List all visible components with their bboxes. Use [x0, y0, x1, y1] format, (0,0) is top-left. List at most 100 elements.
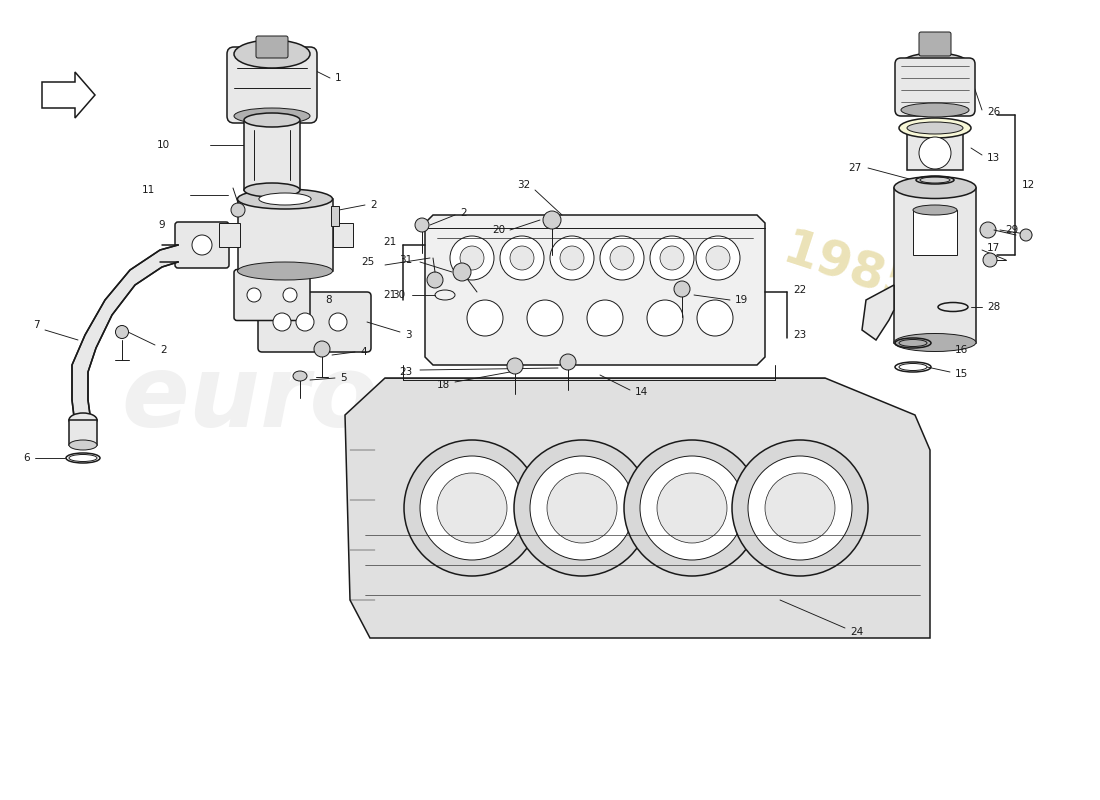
Circle shape [696, 236, 740, 280]
Ellipse shape [894, 334, 976, 351]
Circle shape [192, 235, 212, 255]
FancyBboxPatch shape [258, 292, 371, 352]
FancyBboxPatch shape [918, 32, 952, 56]
Circle shape [530, 456, 634, 560]
Text: 8: 8 [324, 295, 331, 305]
Circle shape [283, 288, 297, 302]
Polygon shape [425, 215, 764, 365]
Text: 19: 19 [735, 295, 748, 305]
Ellipse shape [234, 108, 310, 124]
Text: 13: 13 [987, 153, 1000, 163]
Circle shape [660, 246, 684, 270]
Bar [220, 223, 240, 247]
Circle shape [706, 246, 730, 270]
Circle shape [550, 236, 594, 280]
Circle shape [610, 246, 634, 270]
Text: 12: 12 [1022, 180, 1035, 190]
Circle shape [437, 473, 507, 543]
Text: 10: 10 [157, 140, 170, 150]
Ellipse shape [899, 118, 971, 138]
Bar [908, 128, 962, 170]
Ellipse shape [911, 123, 959, 133]
Circle shape [600, 236, 643, 280]
Ellipse shape [894, 177, 976, 198]
Polygon shape [862, 285, 894, 340]
Text: 28: 28 [987, 302, 1000, 312]
Circle shape [918, 137, 952, 169]
Text: 21: 21 [384, 237, 397, 247]
Text: 27: 27 [849, 163, 862, 173]
Circle shape [453, 263, 471, 281]
Circle shape [507, 358, 522, 374]
Circle shape [415, 218, 429, 232]
Bar [238, 199, 332, 271]
Circle shape [640, 456, 744, 560]
Circle shape [314, 341, 330, 357]
Ellipse shape [234, 40, 310, 68]
Circle shape [420, 456, 524, 560]
Ellipse shape [69, 440, 97, 450]
Text: 7: 7 [33, 320, 40, 330]
Circle shape [587, 300, 623, 336]
Text: 29: 29 [1005, 225, 1019, 235]
Text: 5: 5 [340, 373, 346, 383]
Circle shape [527, 300, 563, 336]
Ellipse shape [244, 183, 300, 197]
Ellipse shape [908, 122, 962, 134]
Circle shape [983, 253, 997, 267]
Text: 9: 9 [158, 220, 165, 230]
Circle shape [248, 288, 261, 302]
FancyBboxPatch shape [895, 58, 975, 116]
FancyBboxPatch shape [227, 47, 317, 123]
Text: 26: 26 [987, 107, 1000, 117]
Circle shape [404, 440, 540, 576]
Circle shape [560, 246, 584, 270]
Ellipse shape [901, 53, 969, 75]
Ellipse shape [69, 413, 97, 427]
Bar [331, 206, 339, 226]
Text: 24: 24 [850, 627, 864, 637]
Text: 20: 20 [492, 225, 505, 235]
Text: 6: 6 [23, 453, 30, 463]
Text: 25: 25 [362, 257, 375, 267]
Text: 32: 32 [517, 180, 530, 190]
Circle shape [468, 300, 503, 336]
Text: 2: 2 [160, 345, 166, 355]
Circle shape [460, 246, 484, 270]
Text: 16: 16 [955, 345, 968, 355]
FancyBboxPatch shape [175, 222, 229, 268]
Text: 3: 3 [405, 330, 411, 340]
Circle shape [231, 203, 245, 217]
Text: 30: 30 [392, 290, 405, 300]
Text: 23: 23 [793, 330, 806, 340]
Text: 23: 23 [398, 367, 412, 377]
Circle shape [674, 281, 690, 297]
Circle shape [427, 272, 443, 288]
Circle shape [647, 300, 683, 336]
Circle shape [296, 313, 314, 331]
Circle shape [697, 300, 733, 336]
Circle shape [624, 440, 760, 576]
Circle shape [450, 236, 494, 280]
Text: 22: 22 [793, 285, 806, 295]
Circle shape [748, 456, 852, 560]
Text: 4: 4 [360, 347, 366, 357]
Text: 18: 18 [437, 380, 450, 390]
Circle shape [514, 440, 650, 576]
Circle shape [543, 211, 561, 229]
Text: 31: 31 [398, 255, 412, 265]
Text: 17: 17 [987, 243, 1000, 253]
Circle shape [116, 326, 129, 338]
Circle shape [547, 473, 617, 543]
Ellipse shape [901, 103, 969, 117]
Polygon shape [72, 245, 178, 425]
FancyBboxPatch shape [234, 270, 310, 321]
Circle shape [510, 246, 534, 270]
Text: 11: 11 [142, 185, 155, 195]
Text: 1985: 1985 [777, 226, 924, 314]
Circle shape [657, 473, 727, 543]
Ellipse shape [293, 371, 307, 381]
Text: 14: 14 [635, 387, 648, 397]
Circle shape [1020, 229, 1032, 241]
Text: 2: 2 [460, 208, 466, 218]
